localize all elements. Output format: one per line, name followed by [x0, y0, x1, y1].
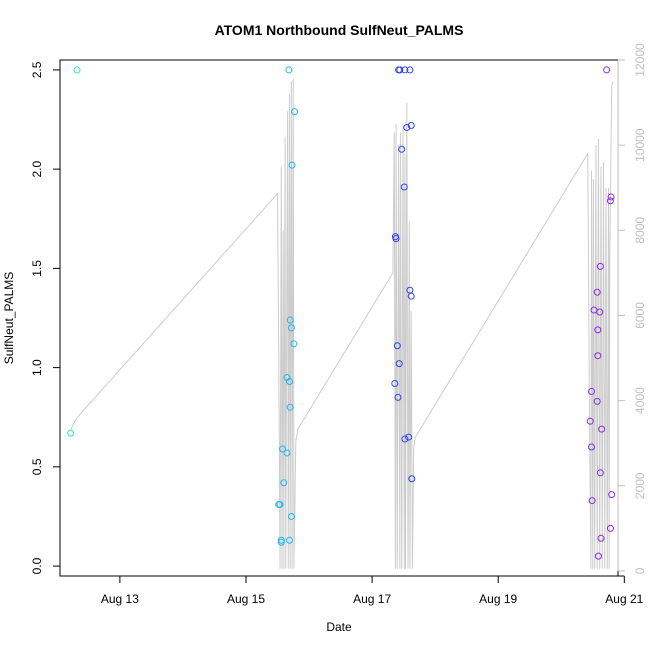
y2-tick-label: 2000 — [633, 472, 647, 499]
y-tick-label: 1.5 — [30, 260, 44, 277]
data-point — [406, 66, 414, 74]
chart-title: ATOM1 Northbound SulfNeut_PALMS — [215, 22, 464, 38]
data-point — [608, 491, 616, 499]
data-point — [391, 379, 399, 387]
y-tick-label: 0.5 — [30, 458, 44, 475]
data-point — [392, 235, 400, 243]
data-point — [594, 552, 602, 560]
data-point — [596, 469, 604, 477]
points-layer — [67, 66, 616, 560]
data-point — [393, 342, 401, 350]
data-point — [603, 66, 611, 74]
y-axis-right: 0 2000 4000 6000 8000 10000 12000 — [617, 43, 647, 574]
x-axis-label: Date — [326, 620, 352, 634]
data-point — [407, 121, 415, 129]
data-point — [400, 183, 408, 191]
y2-tick-label: 4000 — [633, 387, 647, 414]
data-point — [593, 397, 601, 405]
data-point — [279, 445, 287, 453]
data-point — [398, 145, 406, 153]
x-tick-label: Aug 19 — [479, 592, 517, 606]
data-point — [597, 534, 605, 542]
data-point — [401, 66, 409, 74]
data-point — [588, 497, 596, 505]
data-point — [286, 316, 294, 324]
y2-tick-label: 10000 — [633, 128, 647, 162]
data-point — [67, 429, 75, 437]
data-point — [276, 501, 284, 509]
data-point — [287, 512, 295, 520]
y-axis-label: SulfNeut_PALMS — [2, 272, 16, 365]
data-point — [598, 425, 606, 433]
data-point — [277, 538, 285, 546]
x-tick-label: Aug 13 — [101, 592, 139, 606]
data-point — [588, 387, 596, 395]
data-point — [288, 161, 296, 169]
data-point — [407, 292, 415, 300]
y2-tick-label: 8000 — [633, 217, 647, 244]
data-point — [586, 417, 594, 425]
x-tick-label: Aug 21 — [605, 592, 643, 606]
x-tick-label: Aug 15 — [227, 592, 265, 606]
data-point — [283, 449, 291, 457]
data-point — [280, 479, 288, 487]
x-axis: Aug 13 Aug 15 Aug 17 Aug 19 Aug 21 — [101, 575, 644, 606]
data-point — [394, 393, 402, 401]
data-point — [405, 433, 413, 441]
data-point — [588, 443, 596, 451]
data-point — [290, 340, 298, 348]
y-tick-label: 2.0 — [30, 160, 44, 177]
y-tick-label: 2.5 — [30, 61, 44, 78]
data-point — [277, 536, 285, 544]
data-point — [596, 262, 604, 270]
data-point — [395, 360, 403, 368]
data-point — [286, 378, 294, 386]
data-point — [286, 536, 294, 544]
x-tick-label: Aug 17 — [353, 592, 391, 606]
data-point — [593, 288, 601, 296]
data-point — [286, 403, 294, 411]
data-point — [291, 108, 299, 116]
data-point — [596, 308, 604, 316]
y-tick-label: 1.0 — [30, 359, 44, 376]
data-point — [408, 475, 416, 483]
data-point — [594, 326, 602, 334]
y-tick-label: 0.0 — [30, 557, 44, 574]
data-point — [285, 66, 293, 74]
altitude-layer — [70, 79, 614, 569]
y2-tick-label: 0 — [633, 567, 647, 574]
data-point — [73, 66, 81, 74]
data-point — [606, 197, 614, 205]
data-point — [607, 193, 615, 201]
data-point — [287, 324, 295, 332]
data-point — [401, 435, 409, 443]
data-point — [606, 524, 614, 532]
y2-tick-label: 12000 — [633, 43, 647, 77]
altitude-series-line — [70, 79, 614, 569]
y2-tick-label: 6000 — [633, 302, 647, 329]
data-point — [594, 352, 602, 360]
y-axis-left: 0.0 0.5 1.0 1.5 2.0 2.5 — [30, 61, 60, 574]
data-point — [396, 66, 404, 74]
data-point — [403, 123, 411, 131]
